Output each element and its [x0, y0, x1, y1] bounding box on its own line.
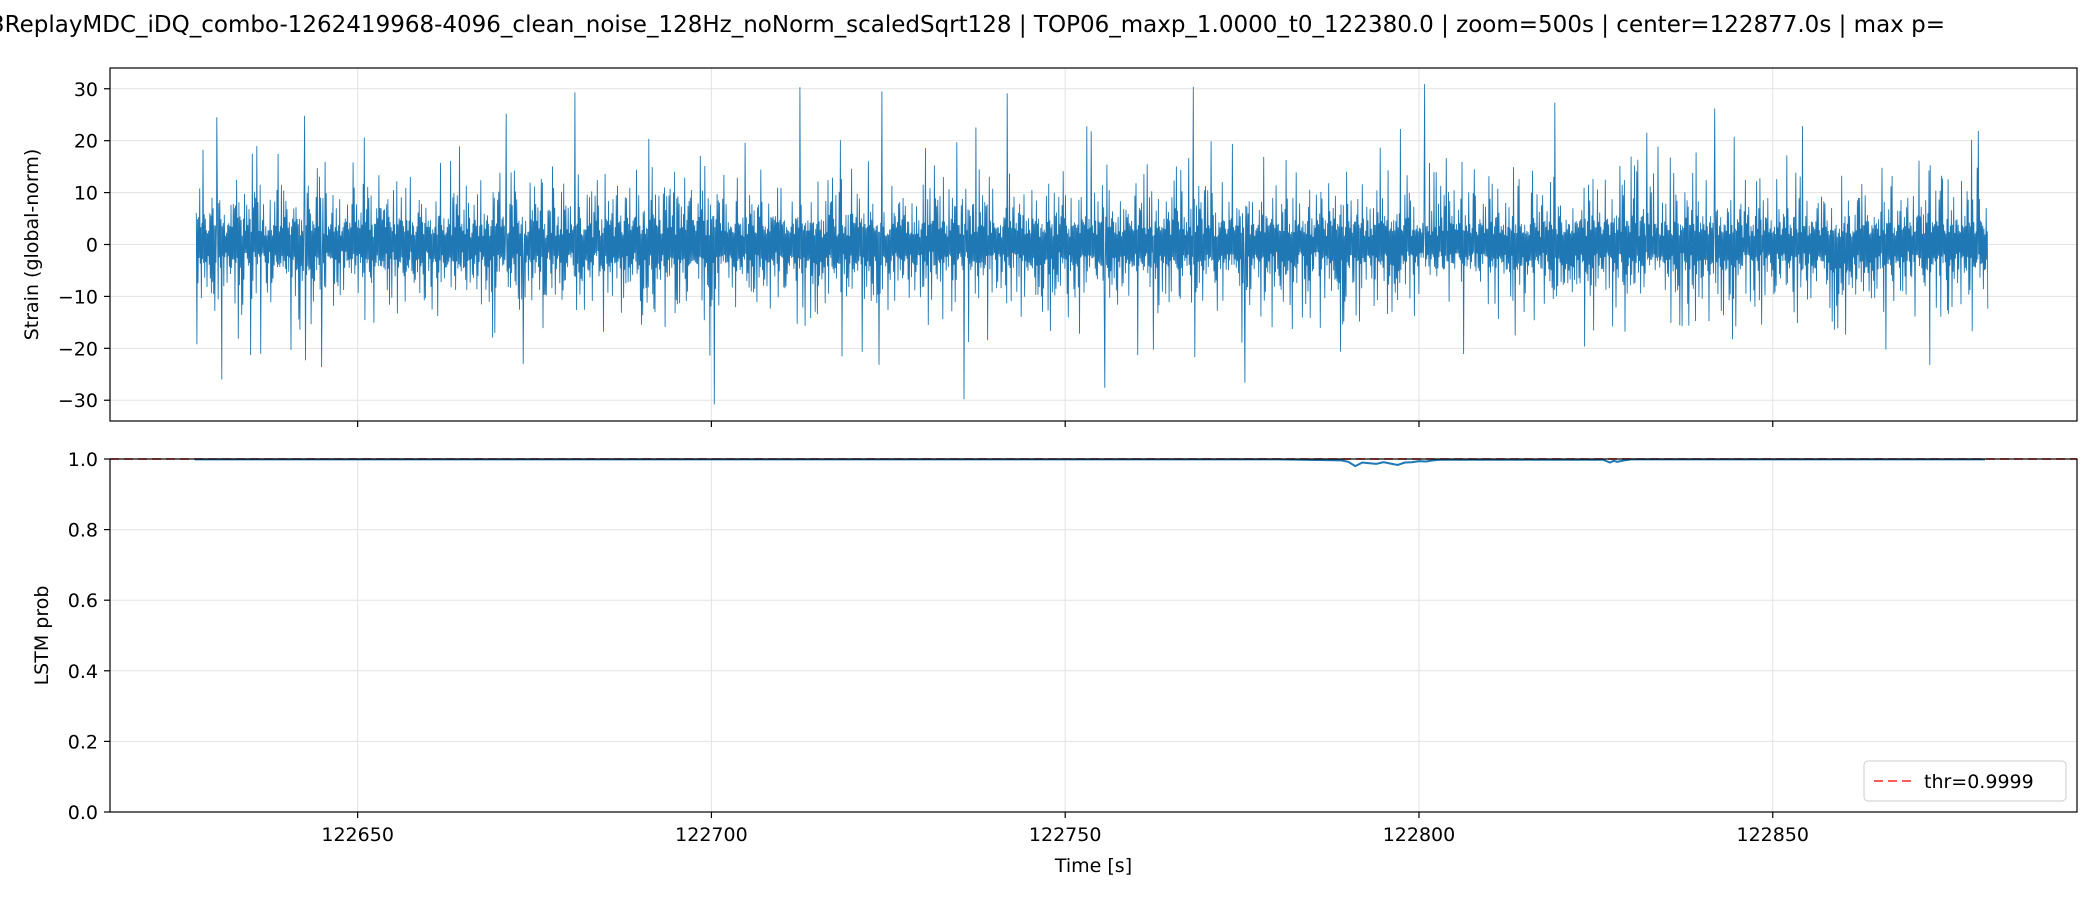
strain-ylabel: Strain (global-norm) [21, 149, 43, 341]
strain-series-line [195, 84, 1989, 405]
legend: thr=0.9999 [1863, 760, 2067, 802]
strain-ytick-label: 30 [74, 79, 98, 101]
time-xlabel: Time [s] [1054, 855, 1132, 877]
lstm-ytick-label: 0.0 [68, 802, 98, 824]
lstm-ytick-label: 0.6 [68, 590, 98, 612]
figure-title: 3ReplayMDC_iDQ_combo-1262419968-4096_cle… [0, 12, 1945, 38]
strain-ytick-label: −30 [58, 390, 98, 412]
strain-ytick-label: 20 [74, 131, 98, 153]
lstm-xtick-label: 122650 [321, 824, 394, 846]
legend-box [1863, 760, 2067, 802]
strain-ytick-label: 10 [74, 183, 98, 205]
strain-axes: −30 −20 −10 0 10 20 30 Strain (global-norm) [21, 67, 2078, 427]
lstm-grid [110, 458, 2077, 813]
strain-ytick-label: 0 [86, 235, 98, 257]
lstm-xtick-label: 122800 [1383, 824, 1456, 846]
lstm-axes-frame [109, 458, 2078, 813]
strain-ytick-label: −10 [58, 286, 98, 308]
lstm-ytick-label: 0.2 [68, 731, 98, 753]
lstm-prob-axes: 0.0 0.2 0.4 0.6 0.8 1.0 122650 122700 122750 1228… [31, 449, 2078, 877]
lstm-ylabel: LSTM prob [31, 586, 53, 686]
strain-ytick-label: −20 [58, 338, 98, 360]
legend-threshold-label: thr=0.9999 [1924, 771, 2034, 793]
lstm-xtick-label: 122750 [1029, 824, 1102, 846]
lstm-ytick-label: 1.0 [68, 449, 98, 471]
lstm-ytick-label: 0.4 [68, 661, 98, 683]
lstm-xtick-label: 122850 [1736, 824, 1809, 846]
lstm-prob-series-line [194, 458, 1985, 468]
lstm-ytick-label: 0.8 [68, 520, 98, 542]
lstm-xtick-label: 122700 [675, 824, 748, 846]
